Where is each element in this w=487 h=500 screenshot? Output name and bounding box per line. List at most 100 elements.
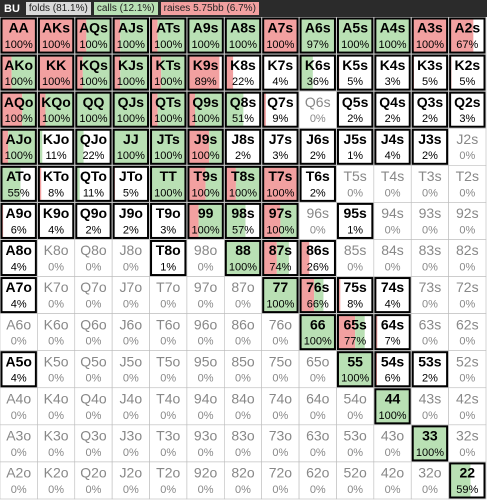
cell-bg [37,387,76,426]
hand-freq: 0% [272,447,288,459]
hand-label: J4o [120,390,143,406]
cell-bg [448,202,487,240]
raise-fill [1,92,23,128]
hand-label: T6o [156,316,180,332]
hand-freq: 0% [123,447,139,459]
hand-label: 84s [381,242,404,258]
hand-label: Q3o [80,428,107,444]
cell-border [187,165,224,202]
hand-freq: 0% [48,447,64,459]
hand-freq: 11% [45,150,66,162]
hand-label: 94o [194,390,218,406]
hand-label: J3s [418,131,442,147]
hand-freq: 0% [459,224,475,236]
hand-freq: 100% [117,39,145,51]
hand-freq: 100% [79,76,107,88]
cell-bg [373,313,412,351]
cell-border [262,165,299,202]
hand-freq: 0% [160,373,176,385]
hand-freq: 6% [11,224,27,236]
hand-freq: 100% [378,410,406,422]
cell-border [336,128,374,165]
cell-border [299,54,336,91]
hand-label: 99 [198,205,214,221]
hand-label: 73o [269,428,293,444]
raise-fill [187,129,210,165]
cell-bg [186,313,225,351]
cell-border [336,277,374,314]
hand-label: J4s [381,131,405,147]
hand-freq: 4% [11,373,27,385]
cell-bg [410,90,449,129]
hand-label: 63o [306,428,330,444]
hand-label: 73s [419,279,442,295]
hand-label: 65s [343,316,367,332]
cell-bg [410,276,449,314]
raise-fill [150,55,162,91]
hand-freq: 0% [160,410,176,422]
hand-freq: 4% [385,150,401,162]
hand-label: T9o [156,205,181,221]
cell-border [75,17,112,54]
cell-bg [410,461,449,500]
hand-freq: 0% [48,410,64,422]
hand-freq: 0% [235,299,251,311]
cell-border [75,202,112,239]
cell-border [187,17,224,54]
hand-freq: 100% [341,39,369,51]
call-fill [75,166,80,202]
hand-freq: 0% [272,410,288,422]
hand-freq: 100% [42,113,70,125]
cell-bg [261,313,300,351]
hand-freq: 0% [459,299,475,311]
raise-fill [187,203,199,239]
hand-freq: 36% [307,76,329,88]
hand-label: KK [46,57,66,73]
cell-bg [74,461,113,500]
hand-label: 52s [456,353,479,369]
hand-freq: 0% [160,299,176,311]
raise-fill [262,166,299,202]
call-fill [120,18,149,54]
call-fill [82,55,112,91]
hand-label: A6o [6,316,31,332]
hand-label: 66 [310,316,326,332]
cell-bg [74,165,113,203]
cell-bg [336,387,375,426]
hand-label: 76o [269,316,293,332]
cell-border [299,128,336,165]
hand-label: A9o [5,205,31,221]
cell-bg [448,313,487,351]
call-fill [300,55,313,91]
call-fill [209,129,224,165]
hand-freq: 2% [422,373,438,385]
hand-freq: 100% [266,187,294,199]
raise-fill [1,18,37,54]
raise-fill [225,166,236,202]
cell-border [411,17,449,54]
cell-bg [111,276,150,314]
hand-freq: 0% [11,336,27,348]
cell-border [336,54,374,91]
hand-freq: 0% [235,336,251,348]
call-fill [374,18,411,54]
hand-label: T4s [381,168,404,184]
hand-label: A2s [454,20,480,36]
hand-freq: 5% [422,76,438,88]
hand-freq: 0% [422,299,438,311]
cell-bg [448,350,487,389]
raise-fill [75,18,87,54]
hand-label: T7s [268,168,292,184]
hand-freq: 0% [11,410,27,422]
hand-freq: 0% [235,373,251,385]
hand-freq: 0% [422,410,438,422]
cell-bg [410,202,449,240]
hand-label: TT [160,168,178,184]
cell-border [336,314,374,351]
hand-label: Q9s [192,94,219,110]
hand-freq: 0% [235,410,251,422]
cell-bg [149,276,188,314]
hand-label: QTs [155,94,181,110]
cell-bg [373,276,412,314]
cell-border [299,165,336,202]
